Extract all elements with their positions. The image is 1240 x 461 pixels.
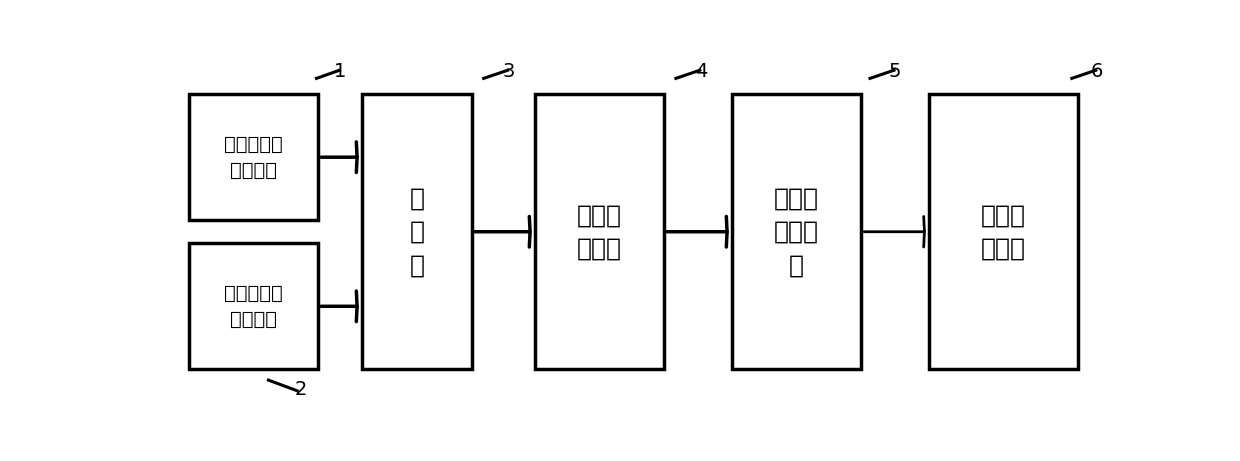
Text: 锯齿波
发生器: 锯齿波 发生器	[577, 203, 622, 260]
Text: 3: 3	[502, 62, 515, 81]
Text: 2: 2	[295, 380, 308, 399]
Text: 双移动
窗比较
组: 双移动 窗比较 组	[774, 186, 818, 278]
Text: 参考信号预
处理电路: 参考信号预 处理电路	[224, 135, 283, 180]
Text: 运算处
理电路: 运算处 理电路	[981, 203, 1025, 260]
Text: 鉴
相
器: 鉴 相 器	[409, 186, 424, 278]
Text: 5: 5	[889, 62, 901, 81]
Bar	[188, 95, 319, 220]
Text: 4: 4	[694, 62, 707, 81]
Bar	[188, 243, 319, 369]
Bar	[929, 95, 1078, 369]
Text: 1: 1	[335, 62, 347, 81]
Text: 6: 6	[1091, 62, 1102, 81]
Bar	[534, 95, 665, 369]
Bar	[362, 95, 472, 369]
Text: 测量信号预
处理电路: 测量信号预 处理电路	[224, 284, 283, 329]
Bar	[732, 95, 862, 369]
